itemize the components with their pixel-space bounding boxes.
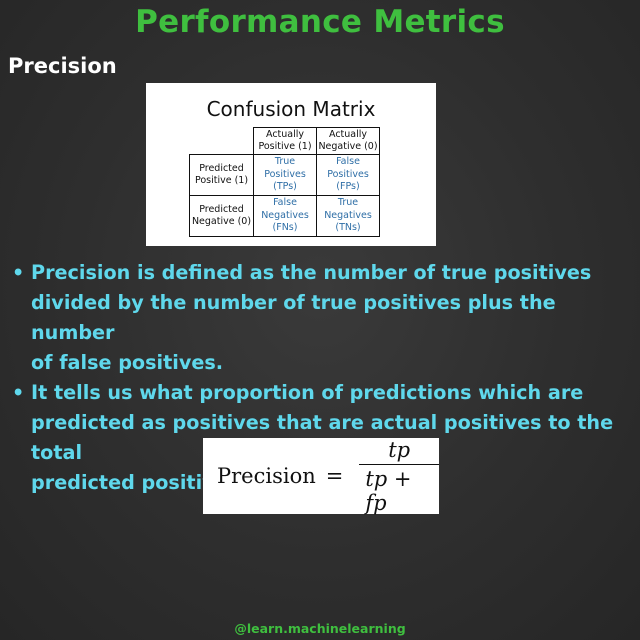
formula-equals: =	[325, 464, 344, 488]
formula-fraction: tp tp + fp	[359, 438, 439, 515]
bullet-list: • Precision is defined as the number of …	[12, 258, 634, 498]
formula-denominator: tp + fp	[359, 463, 439, 515]
row-header-predicted-negative: Predicted Negative (0)	[189, 195, 254, 237]
row-header-predicted-positive: Predicted Positive (1)	[189, 154, 254, 196]
bullet-dot-icon: •	[12, 381, 25, 404]
confusion-matrix-table: Actually Positive (1) Actually Negative …	[189, 127, 380, 237]
cell-true-positives: True Positives (TPs)	[253, 154, 317, 196]
formula-numerator: tp	[388, 437, 411, 462]
formula-lhs: Precision	[217, 464, 316, 488]
page-title: Performance Metrics	[135, 4, 505, 40]
bullet-item-explanation: • It tells us what proportion of predict…	[12, 378, 634, 498]
cell-false-negatives: False Negatives (FNs)	[253, 195, 317, 237]
confusion-matrix-figure: Confusion Matrix Actually Positive (1) A…	[146, 83, 436, 246]
bullet-item-definition: • Precision is defined as the number of …	[12, 258, 634, 378]
cell-true-negatives: True Negatives (TNs)	[316, 195, 380, 237]
precision-formula: Precision = tp tp + fp	[203, 438, 439, 515]
col-header-actual-negative: Actually Negative (0)	[316, 127, 380, 155]
confusion-matrix-title: Confusion Matrix	[206, 97, 376, 121]
footer-handle: @learn.machinelearning	[234, 621, 406, 636]
section-subtitle: Precision	[8, 54, 117, 78]
bullet-dot-icon: •	[12, 261, 25, 284]
col-header-actual-positive: Actually Positive (1)	[253, 127, 317, 155]
corner-blank	[190, 128, 254, 155]
cell-false-positives: False Positives (FPs)	[316, 154, 380, 196]
